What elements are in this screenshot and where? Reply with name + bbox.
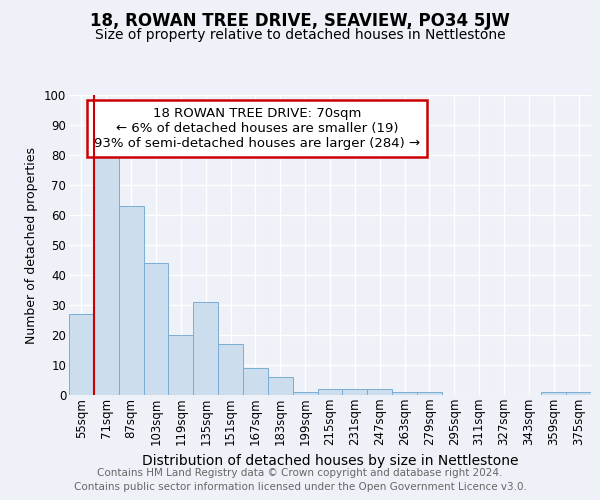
Bar <box>268 377 293 395</box>
Bar <box>143 263 169 395</box>
Bar <box>94 155 119 395</box>
Bar <box>392 392 417 395</box>
Bar <box>169 335 193 395</box>
Bar <box>218 344 243 395</box>
Bar <box>343 389 367 395</box>
Bar <box>367 389 392 395</box>
X-axis label: Distribution of detached houses by size in Nettlestone: Distribution of detached houses by size … <box>142 454 518 468</box>
Text: 18, ROWAN TREE DRIVE, SEAVIEW, PO34 5JW: 18, ROWAN TREE DRIVE, SEAVIEW, PO34 5JW <box>90 12 510 30</box>
Bar <box>193 302 218 395</box>
Bar <box>69 314 94 395</box>
Bar <box>317 389 343 395</box>
Bar <box>541 392 566 395</box>
Text: Contains HM Land Registry data © Crown copyright and database right 2024.
Contai: Contains HM Land Registry data © Crown c… <box>74 468 526 492</box>
Bar <box>417 392 442 395</box>
Bar <box>243 368 268 395</box>
Bar <box>293 392 317 395</box>
Text: 18 ROWAN TREE DRIVE: 70sqm
← 6% of detached houses are smaller (19)
93% of semi-: 18 ROWAN TREE DRIVE: 70sqm ← 6% of detac… <box>94 107 420 150</box>
Y-axis label: Number of detached properties: Number of detached properties <box>25 146 38 344</box>
Text: Size of property relative to detached houses in Nettlestone: Size of property relative to detached ho… <box>95 28 505 42</box>
Bar <box>566 392 591 395</box>
Bar <box>119 206 143 395</box>
